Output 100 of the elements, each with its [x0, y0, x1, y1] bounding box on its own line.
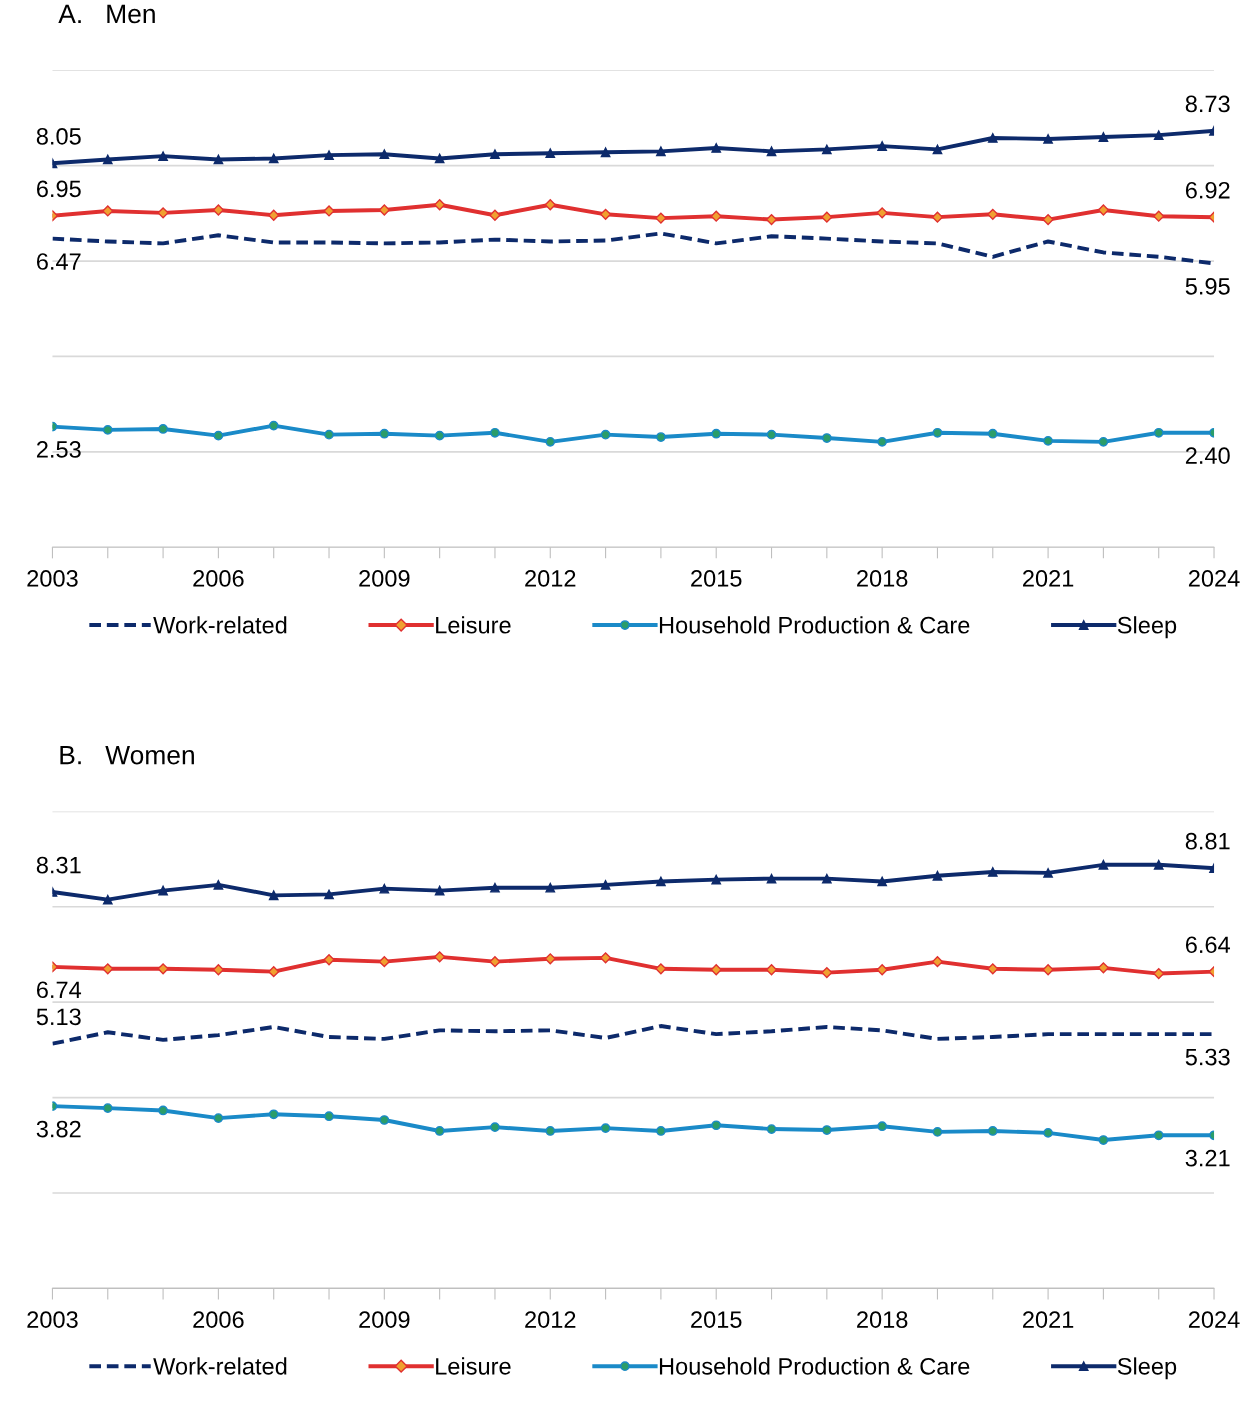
point — [544, 199, 556, 211]
data-label: 6.74 — [36, 981, 82, 999]
point — [710, 210, 722, 222]
point — [600, 429, 611, 440]
point — [711, 874, 722, 885]
legend-label: Household Production & Care — [659, 616, 970, 634]
point — [876, 207, 888, 219]
point — [324, 1111, 334, 1122]
point — [102, 425, 113, 435]
point — [1043, 134, 1053, 144]
point — [489, 209, 501, 221]
chart-title: B. Women — [60, 746, 194, 765]
point — [434, 153, 445, 164]
point — [877, 1121, 888, 1132]
point — [213, 1113, 224, 1123]
point — [710, 964, 722, 976]
point — [1153, 210, 1165, 222]
x-tick-label: 2024 — [1188, 570, 1240, 587]
point — [158, 1105, 168, 1116]
point — [434, 885, 445, 896]
point — [490, 1122, 500, 1133]
point — [821, 144, 832, 155]
point — [268, 890, 279, 901]
point — [1042, 964, 1054, 976]
legend-label: Sleep — [1117, 616, 1177, 639]
point — [600, 879, 611, 890]
point — [379, 149, 390, 160]
point — [489, 956, 501, 968]
point — [931, 956, 944, 968]
point — [1042, 213, 1054, 226]
x-tick-label: 2015 — [691, 570, 742, 587]
x-tick-label: 2003 — [27, 1311, 78, 1328]
point — [434, 430, 445, 441]
point — [490, 882, 500, 893]
data-label: 8.31 — [36, 856, 81, 874]
point — [324, 429, 334, 440]
point — [600, 147, 611, 158]
point — [1098, 1135, 1109, 1145]
point — [268, 209, 280, 221]
x-tick-label: 2012 — [525, 570, 576, 587]
point — [157, 963, 169, 975]
point — [158, 885, 168, 896]
point — [821, 873, 832, 884]
point — [1098, 132, 1109, 142]
x-tick-label: 2018 — [857, 1311, 908, 1328]
point — [655, 212, 667, 224]
point — [656, 876, 666, 887]
point — [1043, 1128, 1053, 1138]
data-label: 2.53 — [36, 441, 81, 458]
point — [932, 144, 943, 155]
point — [1153, 130, 1164, 140]
point — [932, 1127, 943, 1137]
point — [102, 205, 114, 217]
point — [821, 967, 833, 979]
point — [268, 1109, 279, 1120]
point — [434, 1126, 445, 1136]
point — [987, 208, 999, 220]
legend-label: Leisure — [436, 616, 511, 634]
data-label: 2.40 — [1185, 447, 1230, 464]
point — [379, 883, 390, 894]
x-tick-label: 2018 — [857, 570, 908, 587]
x-tick-label: 2024 — [1188, 1311, 1240, 1328]
x-tick-label: 2003 — [27, 570, 78, 587]
point — [932, 427, 943, 438]
data-label: 8.81 — [1185, 832, 1230, 850]
point — [268, 153, 279, 164]
point — [545, 148, 556, 159]
point — [434, 199, 446, 211]
point — [213, 430, 224, 441]
point — [711, 428, 722, 439]
x-tick-label: 2015 — [691, 1311, 742, 1328]
point — [766, 429, 777, 440]
point — [600, 1123, 611, 1133]
x-tick-label: 2009 — [359, 1311, 410, 1328]
point — [987, 1126, 998, 1136]
point — [766, 146, 777, 157]
point — [656, 146, 666, 157]
data-label: 5.33 — [1185, 1048, 1230, 1066]
point — [545, 882, 556, 893]
legend-label: Leisure — [436, 1357, 511, 1375]
point — [158, 151, 168, 161]
point — [987, 133, 998, 143]
point — [987, 428, 998, 439]
data-label: 3.82 — [36, 1120, 81, 1138]
legend-label: Work-related — [153, 1357, 287, 1375]
x-tick-label: 2021 — [1023, 1311, 1074, 1328]
point — [656, 432, 666, 442]
legend-label: Sleep — [1117, 1357, 1177, 1380]
point — [766, 1124, 777, 1134]
point — [490, 149, 500, 160]
point — [379, 428, 390, 439]
point — [877, 876, 888, 887]
data-label: 3.21 — [1185, 1149, 1230, 1167]
point — [324, 889, 334, 900]
data-label: 6.47 — [36, 253, 81, 270]
data-label: 8.05 — [36, 127, 81, 145]
point — [711, 143, 722, 153]
point — [987, 867, 998, 877]
point — [102, 154, 113, 165]
x-tick-label: 2006 — [193, 570, 244, 587]
